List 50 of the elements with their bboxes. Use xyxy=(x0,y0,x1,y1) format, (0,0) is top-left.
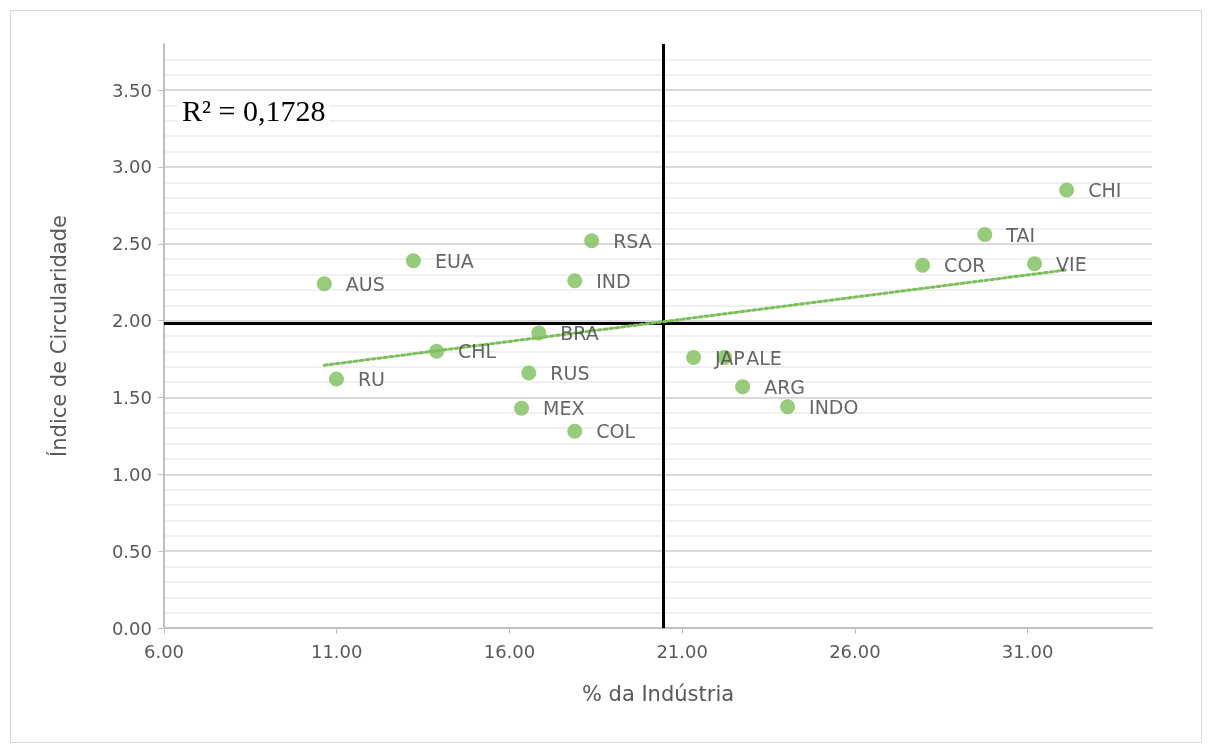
x-tick-label: 11.00 xyxy=(310,640,363,662)
y-tick-label: 3.00 xyxy=(111,156,152,178)
point xyxy=(405,253,421,269)
data-label: VIE xyxy=(1056,252,1087,275)
point xyxy=(915,257,931,273)
point xyxy=(567,423,583,439)
y-tick-label: 0.00 xyxy=(111,617,152,639)
point xyxy=(429,343,445,359)
x-tick-label: 31.00 xyxy=(1001,640,1054,662)
data-label: CHL xyxy=(458,340,497,363)
data-label: IND xyxy=(596,269,631,292)
y-axis-title: Índice de Circularidade xyxy=(45,215,71,457)
point xyxy=(1059,182,1075,198)
y-tick-label: 2.00 xyxy=(111,310,152,332)
point xyxy=(780,399,796,415)
data-label: COL xyxy=(596,420,636,443)
y-tick-label: 2.50 xyxy=(111,233,152,255)
point xyxy=(735,379,751,395)
point xyxy=(514,400,530,416)
data-label: RSA xyxy=(613,229,652,252)
y-tick-label: 1.00 xyxy=(111,463,152,485)
point xyxy=(531,325,547,341)
point xyxy=(584,233,600,249)
data-label: COR xyxy=(944,254,986,277)
x-tick-label: 26.00 xyxy=(829,640,881,662)
point xyxy=(686,350,702,366)
data-label: ALE xyxy=(746,346,782,369)
data-label: CHI xyxy=(1088,179,1122,201)
annotation: R² = 0,1728 xyxy=(182,93,326,127)
data-label: RU xyxy=(357,368,385,391)
y-tick-label: 1.50 xyxy=(111,386,152,408)
point xyxy=(328,371,344,387)
x-tick-label: 21.00 xyxy=(656,640,708,662)
point xyxy=(316,276,332,292)
point xyxy=(521,365,537,381)
data-label: AUS xyxy=(345,272,385,295)
data-label: EUA xyxy=(434,249,474,272)
y-tick-label: 3.50 xyxy=(111,79,152,101)
data-label: INDO xyxy=(809,395,859,418)
point xyxy=(567,273,583,289)
x-tick-label: 6.00 xyxy=(143,640,185,662)
data-label: RUS xyxy=(550,361,590,384)
data-label: MEX xyxy=(543,397,585,420)
data-label: TAI xyxy=(1005,223,1036,246)
x-tick-label: 16.00 xyxy=(483,640,536,662)
point xyxy=(1027,256,1043,272)
x-axis-title: % da Indústria xyxy=(581,681,735,706)
y-tick-label: 0.50 xyxy=(111,540,152,562)
point xyxy=(977,227,993,243)
data-label: ARG xyxy=(764,375,806,398)
